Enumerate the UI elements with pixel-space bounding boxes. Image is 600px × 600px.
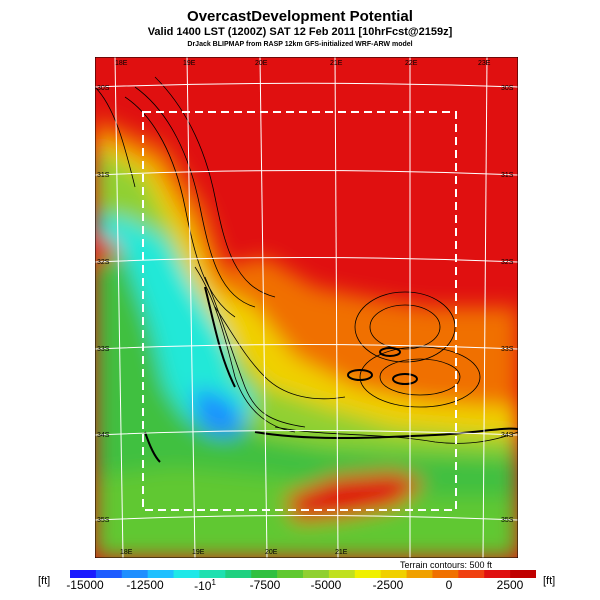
colorbar-tick-label: -5000 xyxy=(310,578,342,592)
inner-domain-box xyxy=(142,111,457,511)
colorbar-cell xyxy=(354,570,382,578)
colorbar-cell xyxy=(303,570,330,578)
lat-label-right: 30S xyxy=(501,85,514,92)
colorbar-unit-right: [ft] xyxy=(543,575,556,587)
lat-label-left: 34S xyxy=(97,432,110,439)
lat-label-right: 32S xyxy=(501,259,514,266)
colorbar-tick-label: -15000 xyxy=(66,578,104,592)
colorbar-cell xyxy=(510,570,536,578)
model-description: DrJack BLIPMAP from RASP 12km GFS-initia… xyxy=(187,41,413,48)
lon-label-top: 18E xyxy=(115,60,128,67)
colorbar-cell xyxy=(484,570,511,578)
terrain-contours xyxy=(95,76,518,444)
valid-time-subtitle: Valid 1400 LST (1200Z) SAT 12 Feb 2011 [… xyxy=(147,26,453,38)
colorbar-cell xyxy=(173,570,200,578)
lon-label-bottom: 21E xyxy=(335,549,348,556)
colorbar-cell xyxy=(458,570,485,578)
lat-label-left: 31S xyxy=(97,172,110,179)
lat-label-right: 34S xyxy=(501,432,514,439)
colorbar-cell xyxy=(225,570,252,578)
colorbar-cell xyxy=(95,570,123,578)
lat-label-left: 35S xyxy=(97,517,110,524)
colorbar-cell xyxy=(328,570,356,578)
colorbar-cell xyxy=(406,570,433,578)
lon-label-bottom: 18E xyxy=(120,549,133,556)
chart-title: OvercastDevelopment Potential xyxy=(187,8,413,25)
lat-label-left: 33S xyxy=(97,346,110,353)
colorbar-tick-label: -2500 xyxy=(372,578,404,592)
lon-label-top: 21E xyxy=(330,60,343,67)
lat-lon-grid xyxy=(95,57,518,558)
lat-label-left: 32S xyxy=(97,259,110,266)
lat-label-right: 35S xyxy=(501,517,514,524)
colorbar-cell xyxy=(70,570,97,578)
colorbar-cell xyxy=(277,570,304,578)
colorbar-tick-label: -101 xyxy=(194,578,216,593)
colorbar xyxy=(70,570,536,578)
lat-label-right: 31S xyxy=(501,172,514,179)
colorbar-cell xyxy=(432,570,459,578)
lon-label-bottom: 20E xyxy=(265,549,278,556)
colorbar-cell xyxy=(199,570,226,578)
colorbar-cell xyxy=(147,570,175,578)
colorbar-cell xyxy=(380,570,408,578)
terrain-contour-note: Terrain contours: 500 ft xyxy=(400,560,493,570)
overcast-contours xyxy=(144,286,518,463)
lon-label-top: 20E xyxy=(255,60,268,67)
lon-label-top: 23E xyxy=(478,60,491,67)
colorbar-tick-label: 2500 xyxy=(496,578,524,592)
forecast-map: 18E 19E 20E 21E 22E 23E 18E 19E 20E 21E … xyxy=(95,57,518,558)
colorbar-tick-label: 0 xyxy=(445,578,453,592)
lon-label-top: 22E xyxy=(405,60,418,67)
colorbar-cell xyxy=(121,570,149,578)
colorbar-unit-left: [ft] xyxy=(38,575,51,587)
lat-label-right: 33S xyxy=(501,346,514,353)
colorbar-cell xyxy=(251,570,278,578)
lat-label-left: 30S xyxy=(97,85,110,92)
colorbar-tick-label: -7500 xyxy=(249,578,281,592)
colorbar-tick-label: -12500 xyxy=(126,578,164,592)
lon-label-top: 19E xyxy=(183,60,196,67)
lon-label-bottom: 19E xyxy=(192,549,205,556)
